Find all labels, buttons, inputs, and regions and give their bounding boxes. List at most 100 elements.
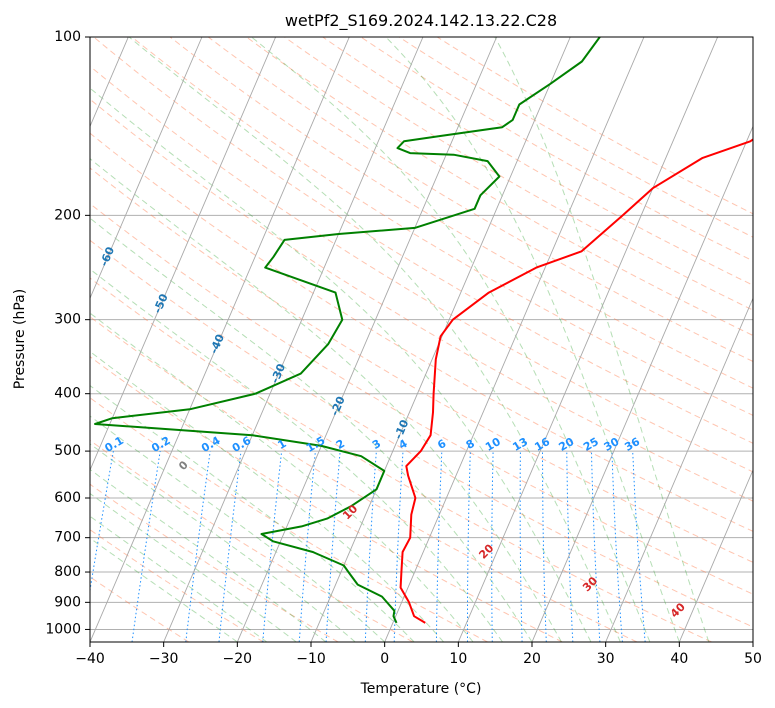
isotherm-line [384,37,645,642]
dry-adiabats [90,37,753,642]
isotherm-line [752,640,753,642]
dry-adiabat [90,529,264,642]
moist-adiabat-label: 10 [340,502,360,522]
x-axis-label: Temperature (°C) [360,681,482,697]
dry-adiabat [90,203,753,595]
isotherm-label: -40 [207,332,227,356]
plot-area: -100-90-80-70-60-50-40-30-20-100.10.20.4… [0,37,753,642]
moist-adiabat [128,37,621,642]
pressure-gridlines [90,37,753,630]
isotherm-label: -20 [328,394,348,418]
isotherm-line [236,37,498,642]
isotherm-line [90,37,203,300]
dry-adiabat [90,439,414,642]
moist-adiabat [90,312,474,642]
y-tick-label: 600 [54,490,81,506]
y-tick-label: 800 [54,564,81,580]
y-tick-label: 400 [54,386,81,402]
dry-adiabat [131,37,753,416]
y-axis-ticks: 100 200 300 400 500 600 700 800 900 1000 [45,29,90,637]
profile-series [94,37,753,624]
y-tick-label: 900 [54,594,81,610]
mixing-ratio-label: 0.4 [199,434,223,455]
x-tick-label: 50 [744,651,762,667]
x-tick-label: −10 [296,651,326,667]
mixing-ratio-line [467,451,471,642]
isotherm-line [163,37,424,642]
x-tick-label: 30 [597,651,615,667]
mixing-ratio-label: 1 [276,437,289,452]
moist-adiabat [90,515,268,642]
x-tick-label: 10 [449,651,467,667]
mixing-ratio-line [298,451,316,642]
moist-adiabat [385,37,680,642]
moist-adiabat [90,268,503,642]
x-tick-label: 20 [523,651,541,667]
isotherm-label: -30 [268,361,288,385]
x-axis-ticks: −40 −30 −20 −10 0 10 20 30 40 50 [75,642,762,667]
y-axis-label: Pressure (hPa) [12,289,28,389]
y-tick-label: 1000 [45,621,81,637]
moist-adiabat [90,384,415,642]
moist-adiabat [251,37,651,642]
moist-adiabat [90,492,297,642]
y-tick-label: 300 [54,312,81,328]
mixing-ratio-line [364,451,377,642]
y-tick-label: 700 [54,530,81,546]
chart-title: wetPf2_S169.2024.142.13.22.C28 [285,11,557,31]
mixing-ratio-label: 1.5 [304,434,327,455]
isotherm-line [678,468,753,642]
moist-adiabat [90,350,444,642]
moist-adiabats [90,37,710,642]
moist-adiabat-label: 0 [176,458,191,473]
moist-adiabat [90,157,562,642]
dewpoint-profile-line [94,37,601,624]
isotherm-label: -50 [151,292,171,316]
dry-adiabat [90,316,638,642]
dry-adiabat [90,397,488,642]
x-tick-label: 0 [380,651,389,667]
isotherm-line [605,297,753,642]
plot-frame [89,36,754,643]
isotherm-label: -80 [0,151,10,175]
mixing-ratio-line [566,451,574,642]
x-tick-label: −40 [75,651,105,667]
dry-adiabat [90,483,339,642]
dry-adiabat [90,576,190,642]
mixing-ratio-lines [90,451,646,642]
dry-adiabat [90,132,753,532]
mixing-ratio-label: 4 [397,437,410,452]
x-tick-label: −20 [223,651,253,667]
y-tick-label: 200 [54,207,81,223]
y-tick-label: 100 [54,29,81,45]
moist-adiabat [494,37,710,642]
dry-adiabat [284,37,753,311]
moist-adiabat [90,217,533,642]
x-tick-label: −30 [149,651,179,667]
line-labels: -100-90-80-70-60-50-40-30-20-100.10.20.4… [0,151,688,621]
mixing-ratio-line [519,451,523,642]
dry-adiabat [90,277,712,642]
mixing-ratio-label: 0.2 [149,434,172,455]
moist-adiabat [90,415,386,642]
mixing-ratio-line [185,451,211,642]
moist-adiabat [90,468,327,642]
mixing-ratio-line [591,451,601,642]
dry-adiabat [90,98,753,502]
moist-adiabat-label: 40 [668,600,688,620]
isotherm-line [457,37,719,642]
mixing-ratio-label: 0.6 [230,434,254,455]
dry-adiabat [169,37,753,389]
mixing-ratio-label: 3 [370,437,383,452]
moist-adiabat [90,443,356,642]
dry-adiabat [93,37,753,444]
mixing-ratio-line [262,451,283,642]
dry-adiabat [90,356,563,642]
mixing-ratio-line [90,451,114,594]
dry-adiabat [246,37,753,337]
temperature-profile-line [399,138,753,624]
x-tick-label: 40 [670,651,688,667]
y-tick-label: 500 [54,443,81,459]
dry-adiabat [90,239,753,628]
